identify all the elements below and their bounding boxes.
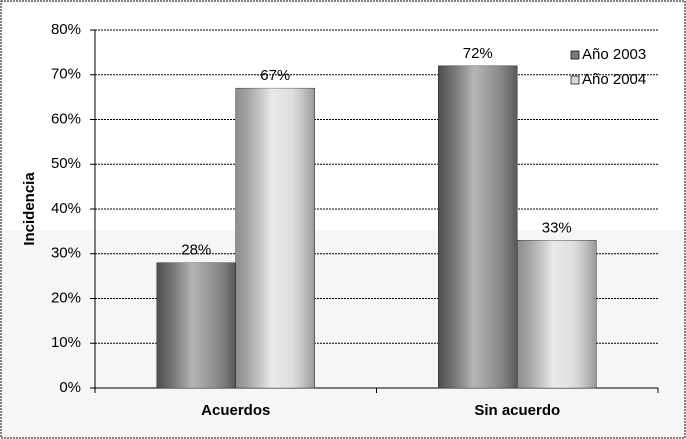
y-tick-label: 30%	[51, 245, 81, 262]
y-tick-label: 0%	[59, 379, 81, 396]
legend-label: Año 2003	[582, 46, 646, 63]
legend-label: Año 2004	[582, 71, 646, 88]
y-tick-label: 20%	[51, 289, 81, 306]
bar-shading	[517, 240, 597, 388]
legend-swatch	[570, 75, 580, 85]
y-tick-label: 40%	[51, 200, 81, 217]
x-tick-label: Acuerdos	[201, 402, 270, 419]
bar-shading	[156, 262, 236, 388]
y-tick-label: 70%	[51, 66, 81, 83]
data-label: 33%	[542, 219, 572, 236]
x-tick-label: Sin acuerdo	[474, 402, 560, 419]
legend-swatch	[570, 50, 580, 60]
data-label: 67%	[260, 67, 290, 84]
y-tick-label: 80%	[51, 21, 81, 38]
bar-shading	[235, 88, 315, 389]
data-label: 28%	[181, 242, 211, 259]
data-label: 72%	[463, 45, 493, 62]
bar-shading	[438, 65, 518, 389]
y-tick-label: 50%	[51, 155, 81, 172]
y-tick-label: 10%	[51, 334, 81, 351]
y-tick-label: 60%	[51, 110, 81, 127]
y-axis-label: Incidencia	[21, 172, 38, 246]
